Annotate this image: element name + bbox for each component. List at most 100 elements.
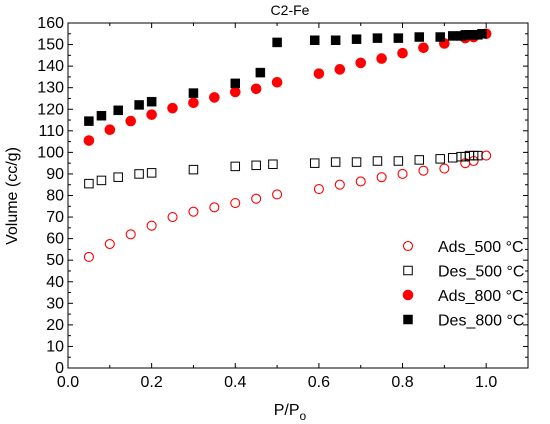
legend-label: Des_800 °C — [438, 313, 524, 330]
legend-marker — [403, 265, 413, 276]
legend-marker — [403, 314, 413, 325]
y-tick-label: 40 — [46, 274, 64, 291]
data-point — [313, 183, 324, 195]
data-point — [230, 78, 241, 89]
data-point — [376, 53, 387, 64]
data-point — [271, 76, 283, 88]
data-point — [481, 150, 492, 161]
data-point — [251, 160, 261, 171]
data-point — [84, 116, 94, 126]
data-point — [188, 97, 199, 109]
data-point — [134, 169, 144, 179]
data-point — [230, 197, 241, 209]
y-tick-label: 60 — [46, 231, 64, 248]
data-point — [447, 153, 458, 163]
data-point — [355, 176, 366, 187]
legend-label: Des_500 °C — [438, 264, 524, 281]
data-point — [113, 172, 123, 182]
data-point — [146, 96, 157, 107]
data-point — [167, 212, 178, 223]
data-point — [376, 172, 387, 183]
legend-item: Des_500 °C — [403, 264, 524, 281]
data-point — [146, 220, 157, 231]
data-point — [104, 124, 116, 136]
y-tick-label: 140 — [37, 58, 64, 75]
data-point — [330, 35, 341, 45]
legend-item: Ads_500 °C — [402, 239, 524, 256]
data-point — [84, 178, 94, 189]
data-point — [188, 164, 199, 175]
data-point — [125, 115, 137, 127]
data-point — [473, 150, 483, 161]
data-point — [418, 165, 429, 176]
y-axis: 0 10 20 30 40 50 60 70 80 90 100 110 120 130 140 150 160 — [37, 15, 528, 377]
data-point — [146, 168, 157, 178]
legend-label: Ads_500 °C — [438, 239, 524, 256]
data-point — [167, 102, 178, 114]
x-axis-title: P/Po — [274, 402, 307, 423]
data-point — [355, 57, 367, 69]
data-point — [313, 68, 325, 79]
data-point — [188, 206, 199, 217]
data-point — [188, 88, 199, 98]
data-point — [393, 156, 404, 166]
data-point — [477, 29, 487, 39]
data-point — [372, 33, 383, 43]
data-point — [268, 159, 278, 169]
x-tick-label: 1.0 — [475, 374, 497, 391]
series-layer — [83, 28, 492, 263]
data-point — [397, 168, 408, 179]
data-point — [251, 193, 262, 204]
data-point — [209, 202, 220, 213]
x-axis-title-main: P/P — [274, 402, 300, 419]
data-point — [104, 238, 115, 250]
data-point — [272, 189, 283, 200]
y-tick-label: 150 — [37, 37, 64, 54]
y-tick-label: 0 — [55, 360, 64, 377]
data-point — [372, 156, 383, 166]
data-point — [113, 105, 123, 116]
data-point — [351, 157, 362, 167]
x-tick-label: 0.8 — [391, 374, 413, 391]
y-tick-label: 130 — [37, 80, 64, 97]
data-point — [435, 154, 445, 164]
chart-title: C2-Fe — [271, 2, 310, 18]
data-point — [351, 34, 362, 44]
x-tick-label: 0.4 — [224, 374, 246, 391]
data-point — [447, 31, 458, 41]
legend-item: Ads_800 °C — [402, 288, 524, 305]
y-tick-label: 100 — [37, 144, 64, 161]
data-point — [209, 92, 220, 103]
legend-label: Ads_800 °C — [438, 288, 524, 305]
y-tick-label: 70 — [46, 209, 64, 226]
y-tick-label: 80 — [46, 188, 64, 205]
legend: Ads_500 °C Des_500 °C Ads_800 °C Des_800 °C — [402, 239, 524, 330]
data-point — [418, 42, 429, 54]
data-point — [272, 37, 282, 48]
series-1 — [84, 150, 483, 189]
data-point — [330, 157, 341, 167]
y-tick-label: 30 — [46, 295, 64, 312]
x-tick-label: 0.0 — [57, 374, 79, 391]
y-tick-label: 120 — [37, 101, 64, 118]
legend-marker — [402, 240, 414, 252]
data-point — [125, 229, 136, 240]
legend-item: Des_800 °C — [403, 313, 524, 330]
data-point — [439, 163, 450, 174]
x-axis: 0.0 0.2 0.4 0.6 0.8 1.0 — [57, 23, 529, 391]
y-tick-label: 110 — [38, 123, 64, 140]
data-point — [96, 110, 107, 121]
data-point — [134, 100, 144, 110]
legend-marker — [402, 289, 414, 301]
data-point — [230, 161, 241, 172]
y-tick-label: 90 — [46, 166, 64, 183]
data-point — [393, 33, 404, 43]
data-point — [309, 35, 320, 45]
x-tick-label: 0.6 — [308, 374, 330, 391]
data-point — [334, 64, 346, 75]
data-point — [83, 251, 94, 263]
y-tick-label: 160 — [37, 15, 64, 32]
y-axis-title: Volume (cc/g) — [4, 147, 21, 245]
data-point — [255, 67, 266, 78]
